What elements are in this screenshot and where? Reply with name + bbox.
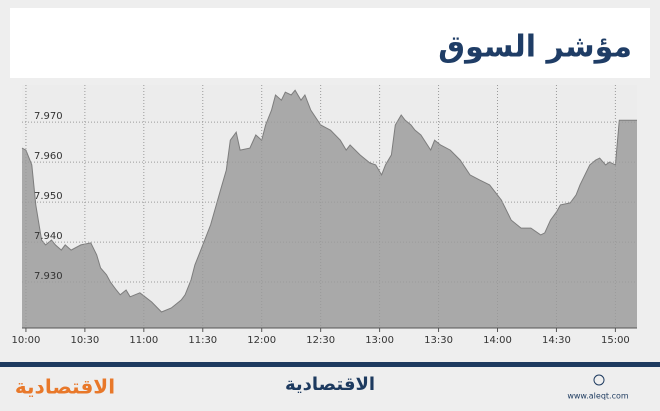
footer-logo-left: الاقتصادية	[15, 375, 115, 399]
x-tick-label: 12:00	[247, 335, 276, 346]
x-tick-label: 13:30	[424, 335, 453, 346]
x-tick-label: 10:00	[12, 335, 41, 346]
area-fill	[22, 90, 637, 328]
y-tick-label: 7.950	[34, 191, 63, 202]
x-tick-label: 13:00	[365, 335, 394, 346]
site-icon	[593, 374, 605, 386]
x-tick-label: 15:00	[601, 335, 630, 346]
x-tick-label: 12:30	[306, 335, 335, 346]
y-tick-label: 7.930	[34, 271, 63, 282]
y-tick-label: 7.970	[34, 111, 63, 122]
chart-title: مؤشر السوق	[438, 30, 632, 65]
y-tick-label: 7.940	[34, 231, 63, 242]
footer-rule	[0, 362, 660, 367]
website: www.aleqt.com	[567, 392, 629, 401]
x-tick-label: 11:30	[188, 335, 217, 346]
x-tick-label: 14:30	[542, 335, 571, 346]
y-tick-label: 7.960	[34, 151, 63, 162]
area-line	[21, 89, 637, 313]
x-tick-label: 10:30	[70, 335, 99, 346]
footer-logo-center: الاقتصادية	[285, 374, 375, 395]
x-tick-label: 11:00	[129, 335, 158, 346]
header-box	[10, 8, 650, 78]
x-tick-label: 14:00	[483, 335, 512, 346]
